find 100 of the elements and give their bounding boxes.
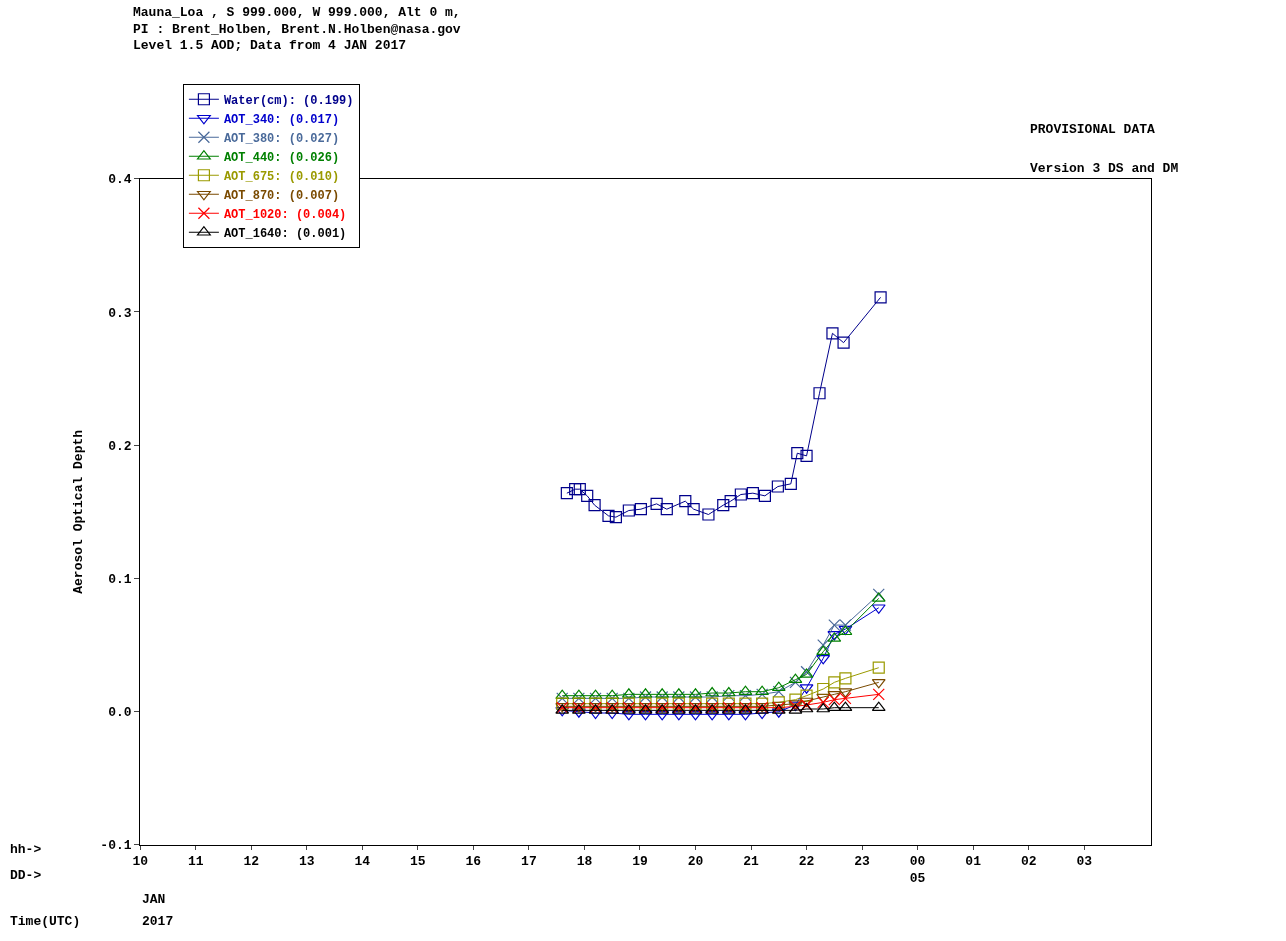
legend-label: AOT_1020: (0.004) <box>223 207 347 222</box>
point <box>771 480 784 493</box>
text: Time(UTC) <box>10 914 81 929</box>
point <box>721 710 736 721</box>
point <box>572 697 585 710</box>
legend-label: AOT_675: (0.010) <box>223 169 340 184</box>
point <box>705 710 720 721</box>
point <box>872 661 885 674</box>
legend-label: AOT_340: (0.017) <box>223 112 340 127</box>
point <box>688 710 703 721</box>
point <box>573 483 586 496</box>
point <box>813 387 826 400</box>
point <box>799 702 814 713</box>
point <box>826 327 839 340</box>
point <box>772 685 785 698</box>
point <box>639 690 652 704</box>
point <box>738 685 753 696</box>
x-tick-label: 15 <box>410 854 426 870</box>
point <box>758 489 771 502</box>
point <box>722 689 735 702</box>
text: JAN <box>142 892 166 907</box>
point <box>672 697 685 710</box>
point <box>672 690 685 704</box>
text: DD-> <box>10 868 42 883</box>
legend-label: Water(cm): (0.199) <box>223 93 354 108</box>
point <box>756 688 769 701</box>
point <box>724 495 737 508</box>
point <box>705 686 720 697</box>
x-tick-label: 02 <box>1020 854 1037 870</box>
point <box>771 681 786 692</box>
x-tick-label: 20 <box>687 854 704 870</box>
point <box>621 710 636 721</box>
point <box>679 495 692 508</box>
point <box>556 697 569 710</box>
x-tick-label: 16 <box>465 854 482 870</box>
point <box>605 689 620 700</box>
point <box>706 690 719 704</box>
point <box>656 690 669 704</box>
point <box>816 702 831 713</box>
point <box>660 503 673 516</box>
x-tick-label: 03 <box>1076 854 1093 870</box>
legend-label: AOT_870: (0.007) <box>223 188 340 203</box>
point <box>817 638 830 652</box>
point <box>756 697 769 710</box>
x-tick-label: 17 <box>521 854 537 870</box>
point <box>689 690 702 704</box>
point <box>722 697 735 710</box>
y-tick-label: 0.4 <box>108 172 132 188</box>
x-tick-label: 01 <box>965 854 982 870</box>
x-tick-label: 14 <box>354 854 371 870</box>
point <box>622 504 635 517</box>
point <box>734 488 747 501</box>
chart-title: Mauna_Loa , S 999.000, W 999.000, Alt 0 m, PI : Brent_Holben, Brent.N.Holben@nasa.gov Level 1.5 AOD; Data from 4 JAN 2017 <box>133 4 461 54</box>
y-tick-label: 0.0 <box>108 705 132 721</box>
y-axis-title: Aerosol Optical Depth <box>71 429 87 594</box>
point <box>739 697 752 710</box>
point <box>839 672 852 685</box>
legend-label: AOT_1640: (0.001) <box>223 226 347 241</box>
point <box>609 511 622 524</box>
y-tick-label: 0.3 <box>108 305 132 321</box>
point <box>755 685 770 696</box>
text: Version 3 DS and DM <box>1030 161 1179 176</box>
point <box>816 645 831 656</box>
x-tick-label: 12 <box>243 854 260 870</box>
point <box>606 697 619 710</box>
point <box>560 487 573 500</box>
point <box>634 503 647 516</box>
x-tick-label: 00 05 <box>909 854 926 887</box>
point <box>622 697 635 710</box>
x-tick-label: 11 <box>187 854 204 870</box>
point <box>706 697 719 710</box>
point <box>671 710 686 721</box>
point <box>581 489 594 502</box>
point <box>838 701 853 712</box>
x-tick-label: 21 <box>743 854 760 870</box>
point <box>837 336 850 349</box>
point <box>828 676 841 689</box>
point <box>638 710 653 721</box>
point <box>650 497 663 510</box>
point <box>799 697 814 708</box>
point <box>602 509 615 522</box>
point <box>656 697 669 710</box>
point <box>871 701 886 712</box>
point <box>689 697 702 710</box>
y-tick-label: 0.2 <box>108 438 132 454</box>
x-tick-label: 13 <box>298 854 315 870</box>
point <box>872 688 885 701</box>
point <box>874 291 887 304</box>
point <box>639 697 652 710</box>
legend-label: AOT_380: (0.027) <box>223 131 340 146</box>
point <box>721 686 736 697</box>
point <box>788 673 803 684</box>
point <box>588 499 601 512</box>
x-tick-label: 18 <box>576 854 593 870</box>
text: PROVISIONAL DATA <box>1030 122 1156 137</box>
point <box>589 697 602 710</box>
point <box>739 689 752 702</box>
point <box>800 449 813 462</box>
point <box>791 447 804 460</box>
legend-label: AOT_440: (0.026) <box>223 150 340 165</box>
